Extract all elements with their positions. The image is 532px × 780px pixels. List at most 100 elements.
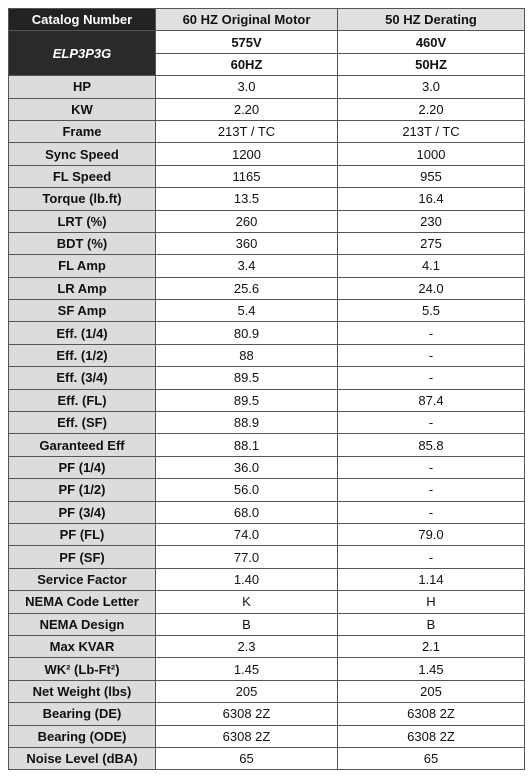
value-cell: 1.14 bbox=[337, 567, 525, 592]
value-cell: 2.3 bbox=[155, 634, 338, 659]
spec-row: SF Amp 5.4 5.5 bbox=[8, 299, 525, 323]
value-cell: 88.9 bbox=[155, 411, 338, 435]
value-cell: 77.0 bbox=[155, 545, 338, 569]
spec-row: Eff. (SF) 88.9- bbox=[8, 411, 525, 435]
row-label: Frame bbox=[8, 119, 156, 144]
row-label: Noise Level (dBA) bbox=[8, 746, 156, 771]
value-cell: 65 bbox=[155, 746, 338, 771]
value-cell: 1.45 bbox=[337, 657, 525, 681]
spec-row: LR Amp 25.6 24.0 bbox=[8, 276, 525, 301]
row-label: Eff. (3/4) bbox=[8, 366, 156, 390]
row-label: LRT (%) bbox=[8, 209, 156, 233]
value-cell: 205 bbox=[155, 679, 338, 704]
value-cell: - bbox=[337, 500, 525, 524]
value-cell: - bbox=[337, 343, 525, 368]
row-label: HP bbox=[8, 75, 156, 99]
voltage-cell: 575V bbox=[155, 30, 338, 54]
row-label: FL Speed bbox=[8, 164, 156, 189]
value-cell: 25.6 bbox=[155, 276, 338, 301]
value-cell: 260 bbox=[155, 209, 338, 233]
spec-row: PF (3/4) 68.0- bbox=[8, 500, 525, 524]
value-cell: 1.45 bbox=[155, 657, 338, 681]
value-cell: 56.0 bbox=[155, 478, 338, 502]
value-cell: - bbox=[337, 321, 525, 345]
row-label: Sync Speed bbox=[8, 142, 156, 166]
value-cell: 213T / TC bbox=[155, 119, 338, 144]
spec-row: Max KVAR 2.3 2.1 bbox=[8, 634, 525, 659]
value-cell: 1165 bbox=[155, 164, 338, 189]
value-cell: K bbox=[155, 590, 338, 614]
value-cell: 13.5 bbox=[155, 187, 338, 211]
header-cell: Catalog Number bbox=[8, 7, 156, 32]
spec-row: Sync Speed 1200 1000 bbox=[8, 142, 525, 166]
value-cell: 6308 2Z bbox=[337, 702, 525, 726]
row-label: PF (FL) bbox=[8, 522, 156, 547]
value-cell: 955 bbox=[337, 164, 525, 189]
spec-row: Eff. (3/4) 89.5- bbox=[8, 366, 525, 390]
spec-row: Eff. (FL) 89.5 87.4 bbox=[8, 388, 525, 413]
value-cell: 88.1 bbox=[155, 433, 338, 457]
value-cell: 16.4 bbox=[337, 187, 525, 211]
spec-row: PF (1/4) 36.0- bbox=[8, 455, 525, 480]
row-label: FL Amp bbox=[8, 254, 156, 278]
row-label: BDT (%) bbox=[8, 231, 156, 256]
value-cell: 4.1 bbox=[337, 254, 525, 278]
header-row: Catalog Number 60 HZ Original Motor 50 H… bbox=[8, 7, 525, 32]
value-cell: 5.4 bbox=[155, 299, 338, 323]
value-cell: 74.0 bbox=[155, 522, 338, 547]
value-cell: 360 bbox=[155, 231, 338, 256]
spec-row: Torque (lb.ft) 13.5 16.4 bbox=[8, 187, 525, 211]
spec-row: PF (FL) 74.0 79.0 bbox=[8, 522, 525, 547]
spec-row: BDT (%) 360 275 bbox=[8, 231, 525, 256]
spec-row: KW 2.20 2.20 bbox=[8, 97, 525, 121]
value-cell: 5.5 bbox=[337, 299, 525, 323]
spec-row: Service Factor 1.40 1.14 bbox=[8, 567, 525, 592]
spec-row: PF (SF) 77.0- bbox=[8, 545, 525, 569]
value-cell: 1200 bbox=[155, 142, 338, 166]
value-cell: 1000 bbox=[337, 142, 525, 166]
row-label: Bearing (DE) bbox=[8, 702, 156, 726]
model-cell: ELP3P3G bbox=[8, 30, 156, 77]
row-label: Eff. (1/2) bbox=[8, 343, 156, 368]
value-cell: 89.5 bbox=[155, 366, 338, 390]
spec-row: HP 3.0 3.0 bbox=[8, 75, 525, 99]
row-label: Eff. (1/4) bbox=[8, 321, 156, 345]
spec-row: FL Amp 3.4 4.1 bbox=[8, 254, 525, 278]
value-cell: 36.0 bbox=[155, 455, 338, 480]
value-cell: - bbox=[337, 478, 525, 502]
spec-row: WK² (Lb-Ft²) 1.45 1.45 bbox=[8, 657, 525, 681]
value-cell: 6308 2Z bbox=[155, 724, 338, 748]
spec-row: Eff. (1/4) 80.9- bbox=[8, 321, 525, 345]
header-cell: 60 HZ Original Motor bbox=[155, 7, 338, 32]
voltage-cell: 460V bbox=[337, 30, 525, 54]
value-cell: 65 bbox=[337, 746, 525, 771]
spec-row: FL Speed 1165 955 bbox=[8, 164, 525, 189]
value-cell: B bbox=[337, 612, 525, 636]
value-cell: 230 bbox=[337, 209, 525, 233]
spec-row: Noise Level (dBA) 65 65 bbox=[8, 746, 525, 771]
row-label: WK² (Lb-Ft²) bbox=[8, 657, 156, 681]
value-cell: 6308 2Z bbox=[155, 702, 338, 726]
value-cell: H bbox=[337, 590, 525, 614]
value-cell: 6308 2Z bbox=[337, 724, 525, 748]
value-cell: - bbox=[337, 411, 525, 435]
value-cell: B bbox=[155, 612, 338, 636]
value-cell: 205 bbox=[337, 679, 525, 704]
spec-row: Eff. (1/2) 88- bbox=[8, 343, 525, 368]
table-body: Catalog Number 60 HZ Original Motor 50 H… bbox=[8, 7, 525, 771]
row-label: PF (SF) bbox=[8, 545, 156, 569]
row-label: Bearing (ODE) bbox=[8, 724, 156, 748]
value-cell: 3.0 bbox=[155, 75, 338, 99]
value-cell: - bbox=[337, 455, 525, 480]
value-cell: 2.1 bbox=[337, 634, 525, 659]
voltage-row: ELP3P3G 575V 460V bbox=[8, 30, 525, 77]
value-cell: 275 bbox=[337, 231, 525, 256]
row-label: LR Amp bbox=[8, 276, 156, 301]
row-label: SF Amp bbox=[8, 299, 156, 323]
value-cell: 2.20 bbox=[155, 97, 338, 121]
spec-row: Bearing (ODE) 6308 2Z 6308 2Z bbox=[8, 724, 525, 748]
frequency-cell: 50HZ bbox=[337, 52, 525, 77]
spec-row: Net Weight (lbs) 205 205 bbox=[8, 679, 525, 704]
spec-row: Garanteed Eff 88.1 85.8 bbox=[8, 433, 525, 457]
spec-row: NEMA Code Letter K H bbox=[8, 590, 525, 614]
